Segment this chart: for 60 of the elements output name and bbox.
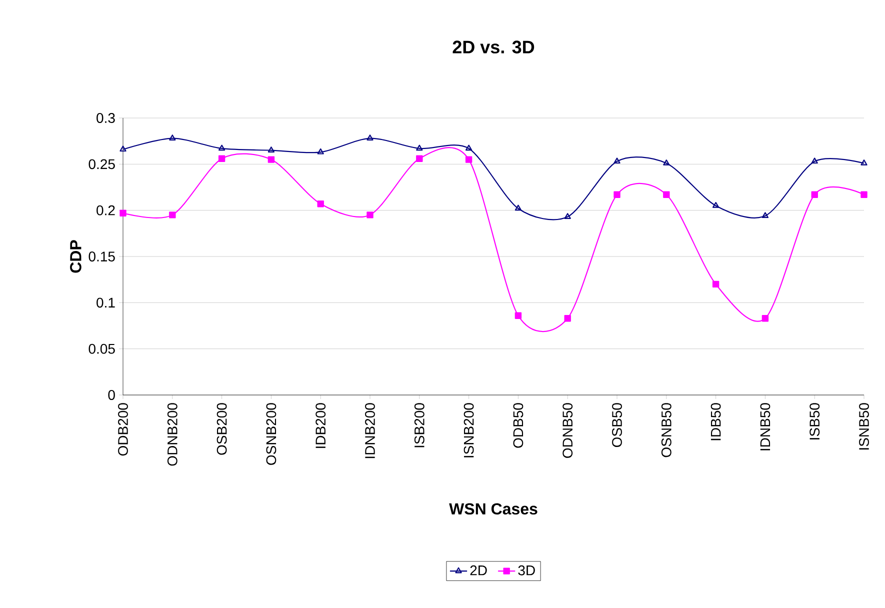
x-tick-label: OSB200	[216, 403, 227, 455]
y-tick-label: 0.15	[88, 252, 115, 262]
point	[465, 144, 472, 151]
chart-title: 2D vs. 3D	[452, 40, 534, 54]
x-tick-label: ODNB200	[167, 403, 178, 466]
point	[317, 148, 324, 154]
point	[366, 134, 374, 140]
point	[268, 146, 275, 152]
x-tick-label: ODNB50	[562, 403, 573, 458]
point	[169, 134, 176, 140]
y-tick-label: 0.05	[88, 344, 115, 354]
point	[564, 213, 571, 219]
x-tick-label: ISB200	[414, 403, 424, 448]
x-tick-label: ISNB50	[859, 403, 869, 450]
x-tick-label: ISNB200	[464, 403, 474, 458]
point	[317, 200, 324, 208]
point	[465, 156, 472, 163]
point	[120, 210, 126, 216]
x-tick-label: ODB200	[118, 403, 128, 456]
y-tick-label: 0.25	[88, 159, 115, 170]
point	[218, 155, 226, 162]
point	[811, 191, 818, 198]
point	[811, 158, 818, 164]
y-tick-label: 0	[108, 390, 115, 400]
x-axis-title: WSN Cases	[449, 503, 538, 515]
x-tick-label: ISB50	[810, 403, 820, 440]
point	[514, 204, 522, 211]
point	[120, 146, 126, 152]
y-tick-label: 0.1	[96, 298, 115, 308]
x-tick-label: IDB50	[710, 403, 721, 440]
point	[218, 144, 226, 151]
legend-label: 2D	[470, 565, 487, 576]
point	[712, 280, 720, 288]
x-tick-label: IDNB50	[760, 403, 770, 450]
point	[663, 191, 670, 198]
point	[712, 202, 720, 208]
point	[514, 312, 522, 319]
x-tick-label: IDB200	[316, 403, 326, 448]
x-tick-label: ODB50	[513, 403, 524, 448]
point	[169, 212, 176, 218]
point	[762, 212, 769, 218]
point	[366, 212, 374, 218]
y-tick-label: 0.3	[96, 113, 115, 123]
x-tick-label: IDNB200	[365, 403, 375, 458]
y-tick-label: 0.2	[96, 205, 115, 216]
point	[614, 191, 620, 198]
x-tick-label: OSNB200	[266, 403, 276, 465]
point	[860, 191, 868, 198]
point	[416, 155, 423, 162]
point	[416, 144, 423, 151]
legend-label: 3D	[518, 565, 535, 576]
x-tick-label: OSB50	[612, 403, 622, 448]
point	[268, 156, 275, 163]
point	[860, 159, 868, 166]
y-axis-title: CDP	[70, 240, 82, 273]
x-tick-label: OSNB50	[661, 403, 672, 458]
point	[614, 158, 620, 164]
point	[663, 159, 670, 166]
point	[564, 315, 571, 322]
point	[762, 315, 769, 322]
